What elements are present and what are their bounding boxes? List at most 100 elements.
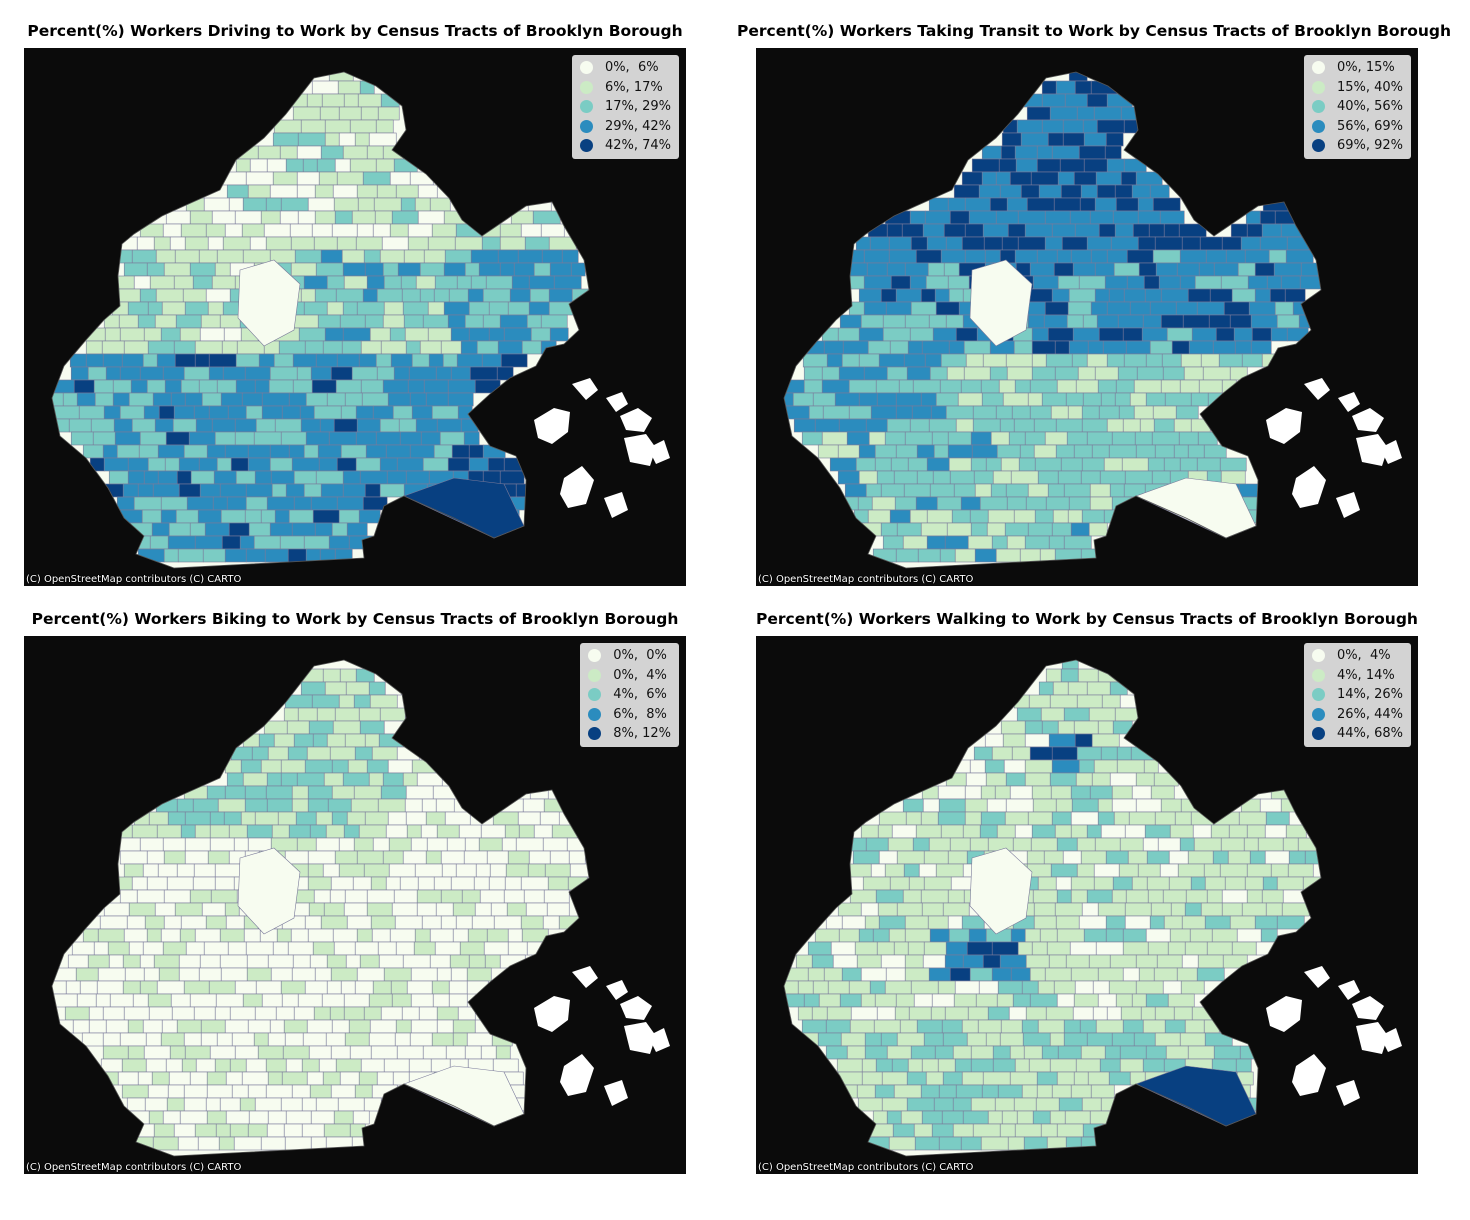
census-tract (265, 1084, 293, 1099)
map-driving[interactable]: 0%, 6% 6%, 17% 17%, 29% 29%, 42% 42%, 74… (24, 48, 686, 586)
census-tract (1021, 1019, 1039, 1034)
census-tract (267, 954, 294, 969)
census-tract (1036, 1084, 1053, 1099)
census-tract (310, 496, 338, 511)
census-tract (293, 314, 319, 329)
census-tract (1298, 314, 1315, 329)
census-tract (201, 392, 222, 407)
census-tract (137, 1071, 153, 1086)
census-tract (1038, 681, 1054, 696)
census-tract (891, 824, 917, 839)
census-tract (347, 759, 368, 774)
census-tract (1246, 863, 1272, 878)
census-tract (1189, 928, 1213, 943)
census-tract (1100, 1097, 1116, 1112)
census-tract (904, 967, 930, 982)
census-tract (331, 785, 355, 800)
census-tract (1066, 431, 1088, 446)
census-tract (1145, 353, 1163, 368)
census-tract (1050, 405, 1069, 420)
census-tract (456, 353, 483, 368)
census-tract (1212, 850, 1229, 865)
census-tract (208, 353, 237, 368)
census-tract (1048, 535, 1065, 550)
census-tract (315, 353, 338, 368)
census-tract (953, 184, 980, 199)
island (1336, 1080, 1360, 1106)
census-tract (1083, 928, 1107, 943)
census-tract (193, 405, 210, 420)
island (606, 980, 628, 1000)
census-tract (1151, 470, 1171, 485)
census-tract (1050, 785, 1072, 800)
census-tract (1091, 772, 1111, 787)
legend-swatch (1311, 80, 1325, 94)
census-tract (817, 444, 839, 459)
census-tract (399, 876, 419, 891)
census-tract (904, 954, 924, 969)
census-tract (931, 431, 949, 446)
census-tract (1220, 470, 1246, 485)
census-tract (954, 548, 976, 563)
census-tract (982, 1071, 1011, 1086)
census-tract (309, 824, 327, 839)
census-tract (1001, 132, 1022, 147)
census-tract (1049, 1110, 1066, 1125)
census-tract (241, 1071, 269, 1086)
census-tract (121, 353, 144, 368)
census-tract (998, 379, 1016, 394)
census-tract (1229, 366, 1248, 381)
census-tract (207, 850, 230, 865)
census-tract (963, 340, 991, 355)
census-tract (372, 980, 392, 995)
map-attribution: (C) OpenStreetMap contributors (C) CARTO (758, 1162, 974, 1173)
census-tract (402, 850, 427, 865)
census-tract (293, 496, 312, 511)
census-tract (491, 1032, 513, 1047)
census-tract (1213, 1045, 1241, 1060)
census-tract (527, 197, 552, 212)
census-tract (970, 431, 992, 446)
census-tract (139, 837, 164, 852)
census-tract (1113, 262, 1140, 277)
map-walking[interactable]: 0%, 4% 4%, 14% 14%, 26% 26%, 44% 44%, 68… (756, 636, 1418, 1174)
census-tract (1188, 340, 1214, 355)
census-tract (475, 863, 491, 878)
census-tract (932, 470, 951, 485)
census-tract (342, 327, 371, 342)
census-tract (1086, 889, 1113, 904)
census-tract (952, 1097, 972, 1112)
census-tract (358, 824, 387, 839)
census-tract (1091, 733, 1120, 748)
census-tract (1233, 327, 1253, 342)
census-tract (812, 980, 829, 995)
census-tract (139, 366, 164, 381)
census-tract (823, 340, 844, 355)
island (1380, 440, 1402, 464)
census-tract (355, 236, 383, 251)
census-tract (917, 548, 941, 563)
map-biking[interactable]: 0%, 0% 0%, 4% 4%, 6% 6%, 8% 8%, 12% (C) … (24, 636, 686, 1174)
census-tract (964, 785, 982, 800)
census-tract (328, 535, 350, 550)
census-tract (858, 444, 876, 459)
census-tract (947, 915, 963, 930)
census-tract (137, 548, 165, 563)
census-tract (888, 928, 906, 943)
census-tract (844, 262, 868, 277)
census-tract (1288, 850, 1306, 865)
census-tract (1145, 392, 1166, 407)
census-tract (147, 457, 166, 472)
choropleth-map (783, 659, 1402, 1157)
census-tract (980, 1136, 1009, 1151)
census-tract (403, 249, 425, 264)
census-tract (1027, 522, 1053, 537)
census-tract (1044, 431, 1068, 446)
choropleth-map (51, 71, 670, 569)
census-tract (999, 1123, 1016, 1138)
census-tract (792, 392, 814, 407)
census-tract (1169, 824, 1194, 839)
census-tract (904, 915, 929, 930)
map-transit[interactable]: 0%, 15% 15%, 40% 40%, 56% 56%, 69% 69%, … (756, 48, 1418, 586)
census-tract (1086, 93, 1108, 108)
